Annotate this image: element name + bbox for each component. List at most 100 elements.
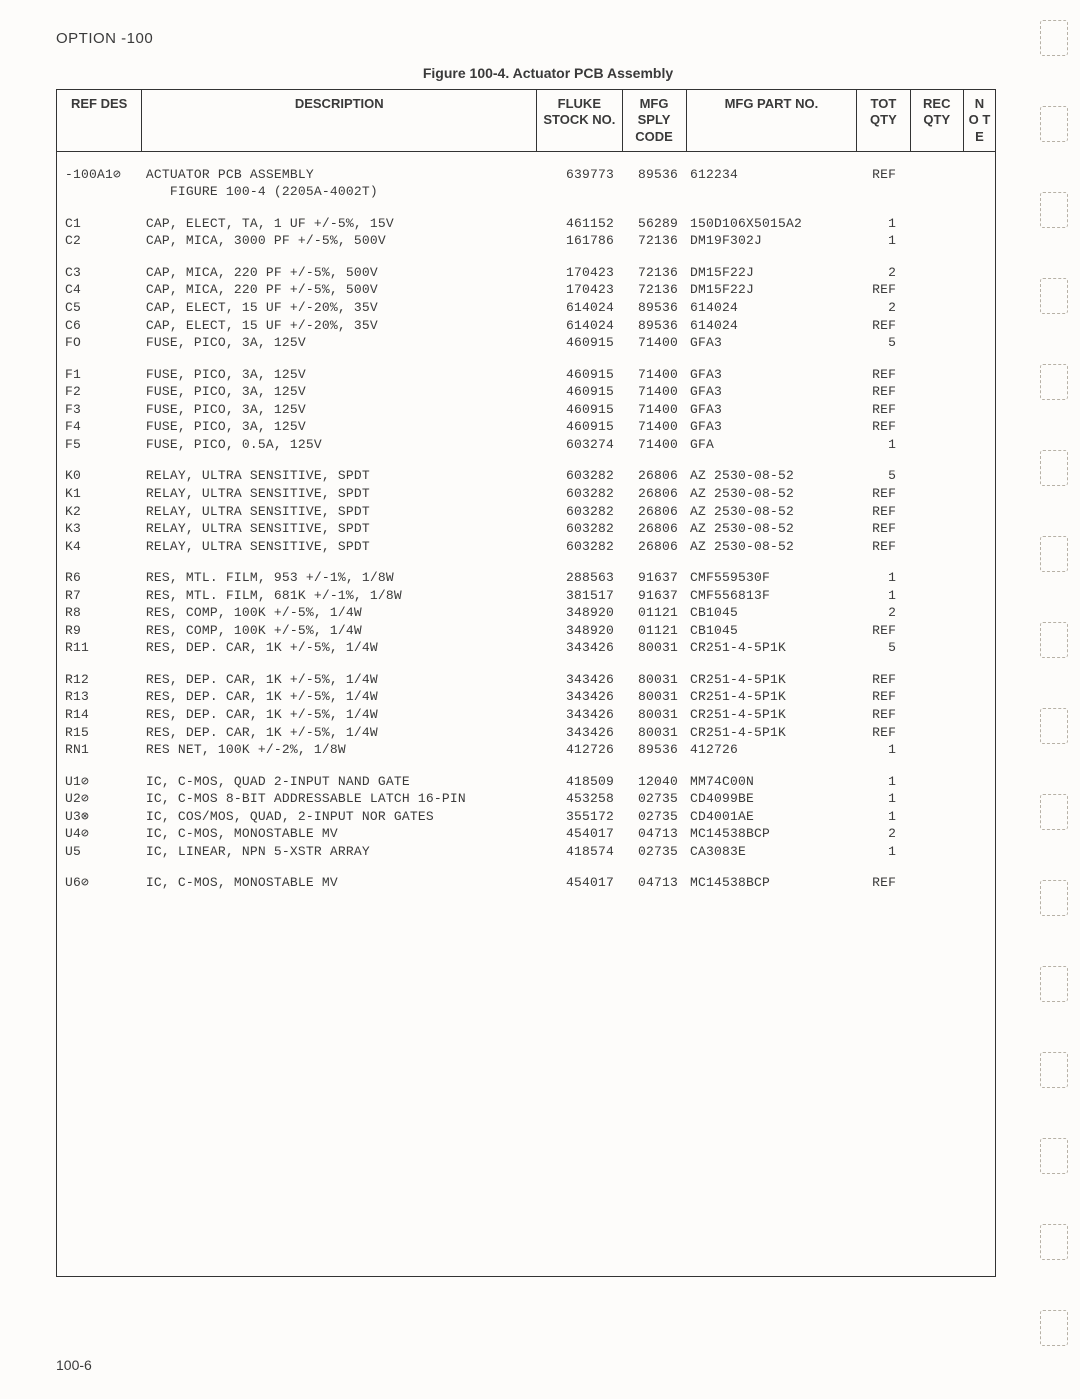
table-row: K2RELAY, ULTRA SENSITIVE, SPDT6032822680… — [57, 503, 996, 521]
cell-stock: 461152 — [537, 215, 622, 233]
cell-stock: 170423 — [537, 264, 622, 282]
cell-part: CR251-4-5P1K — [686, 671, 857, 689]
cell-ref: U6⊘ — [57, 874, 142, 892]
cell-tot: REF — [857, 383, 910, 401]
cell-note — [963, 790, 995, 808]
punch-hole-icon — [1040, 708, 1068, 744]
cell-part: 412726 — [686, 741, 857, 759]
cell-part: 150D106X5015A2 — [686, 215, 857, 233]
table-row: K4RELAY, ULTRA SENSITIVE, SPDT6032822680… — [57, 538, 996, 556]
punch-hole-icon — [1040, 1310, 1068, 1346]
cell-note — [963, 366, 995, 384]
cell-part: DM15F22J — [686, 264, 857, 282]
cell-note — [963, 383, 995, 401]
cell-mfg: 26806 — [622, 485, 686, 503]
col-stock: FLUKE STOCK NO. — [537, 90, 622, 152]
cell-ref: R11 — [57, 639, 142, 657]
cell-desc: RELAY, ULTRA SENSITIVE, SPDT — [142, 503, 537, 521]
cell-stock: 418574 — [537, 843, 622, 861]
cell-tot: 5 — [857, 639, 910, 657]
cell-tot: 1 — [857, 808, 910, 826]
cell-part: CR251-4-5P1K — [686, 706, 857, 724]
cell-note — [963, 183, 995, 201]
cell-stock: 603282 — [537, 520, 622, 538]
col-tot: TOT QTY — [857, 90, 910, 152]
cell-ref: R6 — [57, 569, 142, 587]
cell-tot — [857, 183, 910, 201]
table-row: R12RES, DEP. CAR, 1K +/-5%, 1/4W34342680… — [57, 671, 996, 689]
cell-stock: 288563 — [537, 569, 622, 587]
cell-ref: C5 — [57, 299, 142, 317]
cell-ref: U2⊘ — [57, 790, 142, 808]
cell-part: AZ 2530-08-52 — [686, 485, 857, 503]
cell-note — [963, 741, 995, 759]
cell-note — [963, 520, 995, 538]
cell-ref: U3⊗ — [57, 808, 142, 826]
cell-desc: RES, DEP. CAR, 1K +/-5%, 1/4W — [142, 706, 537, 724]
cell-mfg: 91637 — [622, 569, 686, 587]
cell-ref: C3 — [57, 264, 142, 282]
cell-desc: CAP, ELECT, 15 UF +/-20%, 35V — [142, 317, 537, 335]
cell-stock: 614024 — [537, 317, 622, 335]
cell-rec — [910, 808, 963, 826]
cell-rec — [910, 843, 963, 861]
cell-tot: 1 — [857, 790, 910, 808]
cell-mfg — [622, 183, 686, 201]
cell-desc: FUSE, PICO, 3A, 125V — [142, 334, 537, 352]
cell-tot: 2 — [857, 604, 910, 622]
cell-mfg: 71400 — [622, 383, 686, 401]
cell-desc: IC, C-MOS 8-BIT ADDRESSABLE LATCH 16-PIN — [142, 790, 537, 808]
cell-stock: 381517 — [537, 587, 622, 605]
cell-part: MC14538BCP — [686, 874, 857, 892]
cell-desc: CAP, ELECT, TA, 1 UF +/-5%, 15V — [142, 215, 537, 233]
parts-table: REF DES DESCRIPTION FLUKE STOCK NO. MFG … — [56, 89, 996, 1277]
cell-desc: RES, DEP. CAR, 1K +/-5%, 1/4W — [142, 688, 537, 706]
cell-stock: 348920 — [537, 604, 622, 622]
cell-mfg: 04713 — [622, 825, 686, 843]
cell-note — [963, 671, 995, 689]
cell-rec — [910, 587, 963, 605]
punch-holes — [1040, 20, 1068, 1346]
table-row: F1FUSE, PICO, 3A, 125V46091571400GFA3REF — [57, 366, 996, 384]
cell-desc: FUSE, PICO, 3A, 125V — [142, 366, 537, 384]
cell-ref: F1 — [57, 366, 142, 384]
cell-rec — [910, 688, 963, 706]
cell-desc: IC, C-MOS, QUAD 2-INPUT NAND GATE — [142, 773, 537, 791]
cell-rec — [910, 215, 963, 233]
cell-note — [963, 485, 995, 503]
cell-part — [686, 183, 857, 201]
cell-mfg: 89536 — [622, 166, 686, 184]
cell-ref: C4 — [57, 281, 142, 299]
cell-tot: 5 — [857, 334, 910, 352]
cell-note — [963, 299, 995, 317]
table-row: C2CAP, MICA, 3000 PF +/-5%, 500V16178672… — [57, 232, 996, 250]
cell-ref — [57, 183, 142, 201]
cell-part: AZ 2530-08-52 — [686, 520, 857, 538]
cell-note — [963, 587, 995, 605]
cell-desc: RES, MTL. FILM, 953 +/-1%, 1/8W — [142, 569, 537, 587]
cell-rec — [910, 485, 963, 503]
cell-part: CD4001AE — [686, 808, 857, 826]
cell-tot: REF — [857, 671, 910, 689]
table-row: FOFUSE, PICO, 3A, 125V46091571400GFA35 — [57, 334, 996, 352]
punch-hole-icon — [1040, 192, 1068, 228]
cell-rec — [910, 569, 963, 587]
cell-ref: R9 — [57, 622, 142, 640]
table-row: F5FUSE, PICO, 0.5A, 125V60327471400GFA1 — [57, 436, 996, 454]
cell-ref: F4 — [57, 418, 142, 436]
cell-rec — [910, 790, 963, 808]
cell-note — [963, 808, 995, 826]
table-row: U3⊗IC, COS/MOS, QUAD, 2-INPUT NOR GATES3… — [57, 808, 996, 826]
cell-ref: C6 — [57, 317, 142, 335]
cell-desc: RES NET, 100K +/-2%, 1/8W — [142, 741, 537, 759]
cell-ref: F2 — [57, 383, 142, 401]
cell-mfg: 26806 — [622, 520, 686, 538]
cell-part: GFA3 — [686, 401, 857, 419]
table-row: -100A1⊘ACTUATOR PCB ASSEMBLY639773895366… — [57, 166, 996, 184]
cell-stock: 460915 — [537, 418, 622, 436]
cell-stock: 639773 — [537, 166, 622, 184]
punch-hole-icon — [1040, 536, 1068, 572]
cell-mfg: 26806 — [622, 467, 686, 485]
cell-part: GFA3 — [686, 418, 857, 436]
cell-tot: REF — [857, 418, 910, 436]
